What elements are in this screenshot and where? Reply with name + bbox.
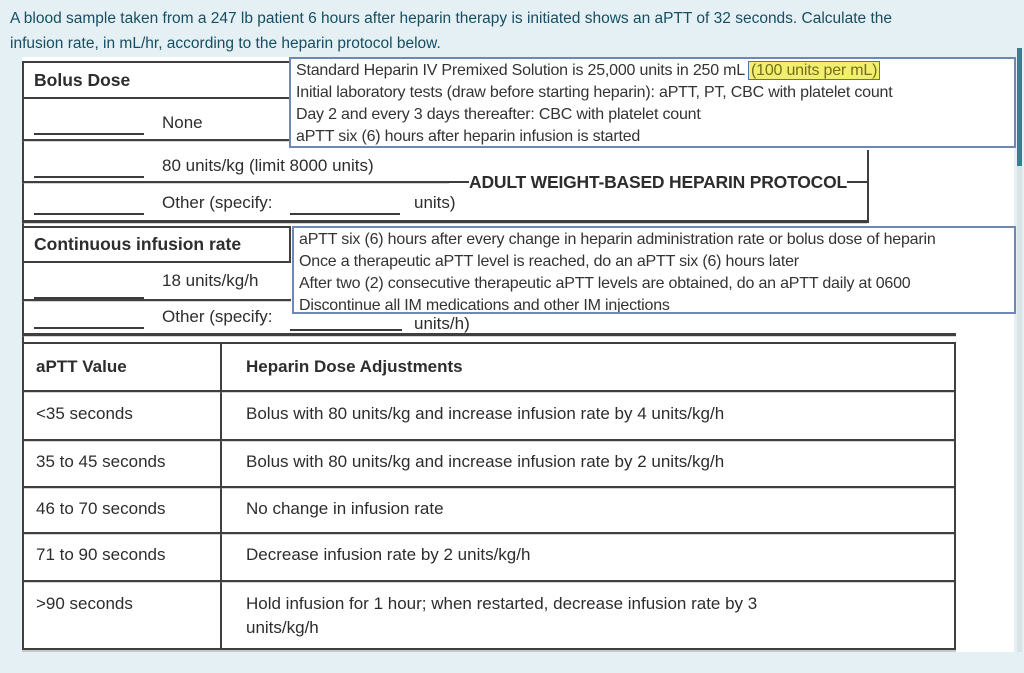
form-section-divider xyxy=(22,333,956,336)
note-line: Discontinue all IM medications and other… xyxy=(299,297,670,314)
note-line: Initial laboratory tests (draw before st… xyxy=(296,84,893,101)
table-row-aptt: <35 seconds xyxy=(36,404,133,423)
highlighted-concentration: (100 units per mL) xyxy=(748,61,881,80)
table-row-aptt: 71 to 90 seconds xyxy=(36,545,166,564)
table-row-divider xyxy=(24,580,954,582)
question-text: A blood sample taken from a 247 lb patie… xyxy=(10,6,1010,56)
form-divider-line xyxy=(22,181,449,183)
note-line: Once a therapeutic aPTT level is reached… xyxy=(299,253,799,270)
bolus-other-specify-blank-line xyxy=(290,195,400,215)
bolus-dose-header: Bolus Dose xyxy=(34,70,131,90)
bolus-option-other-suffix: units) xyxy=(414,193,456,212)
scrollbar-thumb[interactable] xyxy=(1017,48,1022,166)
table-header-aptt: aPTT Value xyxy=(36,357,127,376)
note-line-text: Standard Heparin IV Premixed Solution is… xyxy=(296,62,746,79)
aptt-monitoring-note-box: aPTT six (6) hours after every change in… xyxy=(292,226,1016,314)
table-row-divider xyxy=(24,439,954,441)
table-row-aptt: 35 to 45 seconds xyxy=(36,452,166,471)
table-row-adjustment: Hold infusion for 1 hour; when restarted… xyxy=(246,594,758,637)
infusion-option-other-prefix: Other (specify: xyxy=(162,307,273,326)
form-right-border-segment xyxy=(867,150,869,223)
note-line: Day 2 and every 3 days thereafter: CBC w… xyxy=(296,106,701,123)
bolus-none-blank-line xyxy=(34,115,144,135)
infusion-other-specify-blank-line xyxy=(290,311,402,331)
infusion-header-box: Continuous infusion rate xyxy=(22,226,291,263)
dose-adjustment-table: aPTT Value Heparin Dose Adjustments <35 … xyxy=(22,342,956,650)
bolus-option-other-prefix: Other (specify: xyxy=(162,193,273,212)
note-line: Standard Heparin IV Premixed Solution is… xyxy=(296,60,1014,82)
infusion-option-other-suffix: units/h) xyxy=(414,314,470,333)
protocol-title-row: ADULT WEIGHT-BASED HEPARIN PROTOCOL xyxy=(449,164,867,200)
bolus-option-80: 80 units/kg (limit 8000 units) xyxy=(162,156,374,175)
infusion-option-18: 18 units/kg/h xyxy=(162,271,259,290)
protocol-title: ADULT WEIGHT-BASED HEPARIN PROTOCOL xyxy=(469,171,848,192)
table-column-divider xyxy=(220,344,222,648)
bolus-80-blank-line xyxy=(34,158,144,178)
heparin-protocol-form: Bolus Dose None 80 units/kg (limit 8000 … xyxy=(22,57,1016,652)
note-line: aPTT six (6) hours after every change in… xyxy=(299,231,936,248)
table-header-adjustments: Heparin Dose Adjustments xyxy=(246,357,463,376)
form-divider-line xyxy=(22,299,291,301)
note-line: aPTT six (6) hours after heparin infusio… xyxy=(296,128,641,145)
table-row-adjustment: Bolus with 80 units/kg and increase infu… xyxy=(246,452,725,471)
note-line: After two (2) consecutive therapeutic aP… xyxy=(299,275,911,292)
standard-solution-note-box: Standard Heparin IV Premixed Solution is… xyxy=(289,57,1016,148)
form-section-divider xyxy=(22,220,867,223)
infusion-other-blank-line xyxy=(34,309,144,329)
bolus-other-blank-line xyxy=(34,195,144,215)
question-line-2: infusion rate, in mL/hr, according to th… xyxy=(10,35,441,52)
table-row-aptt: >90 seconds xyxy=(36,594,133,613)
bolus-option-none: None xyxy=(162,113,203,132)
scrollbar-track[interactable] xyxy=(1017,48,1022,652)
infusion-header: Continuous infusion rate xyxy=(34,234,242,254)
table-row-adjustment: No change in infusion rate xyxy=(246,499,444,518)
bolus-dose-header-box: Bolus Dose xyxy=(22,61,291,99)
form-divider-line xyxy=(22,139,291,141)
table-row-aptt: 46 to 70 seconds xyxy=(36,499,166,518)
table-row-adjustment: Decrease infusion rate by 2 units/kg/h xyxy=(246,545,531,564)
table-row-divider xyxy=(24,486,954,488)
table-row-divider xyxy=(24,390,954,392)
table-row-divider xyxy=(24,532,954,534)
question-line-1: A blood sample taken from a 247 lb patie… xyxy=(10,10,893,27)
table-row-adjustment: Bolus with 80 units/kg and increase infu… xyxy=(246,404,725,423)
infusion-18-blank-line xyxy=(34,279,144,299)
